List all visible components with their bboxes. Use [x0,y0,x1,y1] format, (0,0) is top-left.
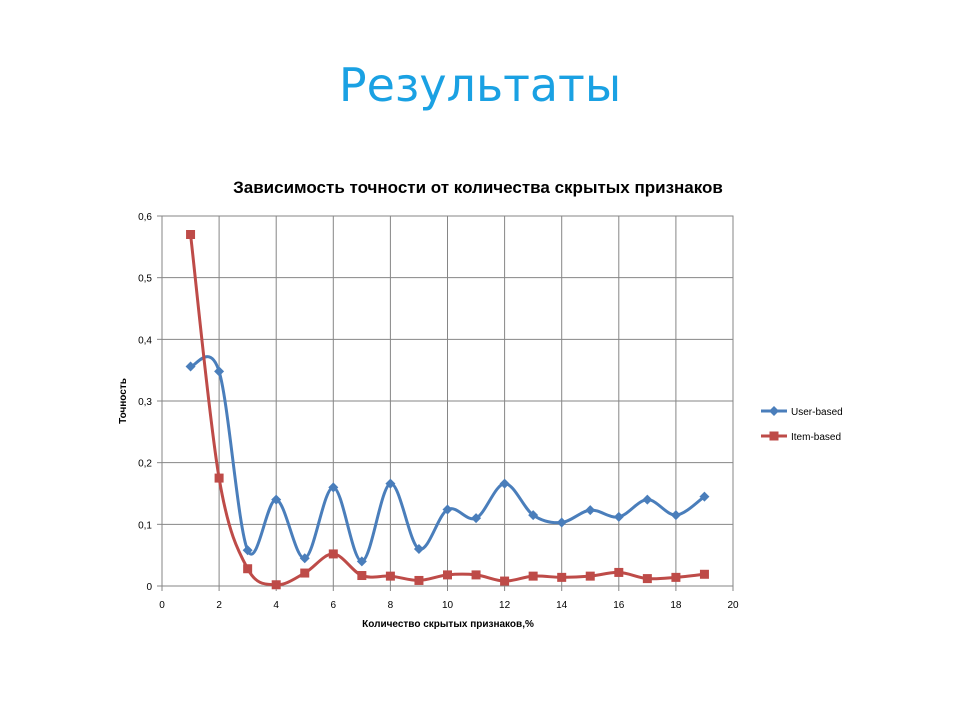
y-tick-label: 0,5 [138,274,152,285]
data-point-user-based [585,505,596,516]
y-tick-label: 0,6 [138,212,152,223]
legend-label: Item-based [791,432,841,443]
data-point-item-based [557,572,567,582]
data-point-user-based [385,478,396,489]
data-point-item-based [500,576,510,586]
data-point-item-based [300,568,310,578]
y-tick-label: 0,4 [138,335,152,346]
series-layer [185,230,710,590]
data-point-user-based [271,494,282,505]
y-tick-label: 0,1 [138,520,152,531]
data-point-item-based [186,230,196,239]
x-tick-label: 14 [556,600,568,611]
grid [157,215,734,591]
data-point-item-based [471,570,481,580]
data-point-user-based [328,482,339,493]
legend-marker [769,406,779,416]
x-tick-label: 8 [388,600,394,611]
legend: User-based Item-based [761,406,843,443]
data-point-item-based [414,575,424,585]
data-point-user-based [642,494,653,505]
data-point-user-based [471,513,482,524]
x-tick-label: 2 [216,600,222,611]
data-point-item-based [699,569,709,579]
data-point-user-based [442,504,453,515]
data-point-user-based [499,478,510,489]
data-point-item-based [642,574,652,584]
data-point-user-based [356,556,367,567]
chart-title: Зависимость точности от количества скрыт… [233,178,723,197]
data-point-user-based [556,517,567,528]
data-point-item-based [443,570,452,580]
x-axis-label: Количество скрытых признаков,% [362,619,534,630]
data-point-item-based [271,580,281,590]
data-point-item-based [528,571,538,581]
x-tick-label: 0 [159,600,165,611]
data-point-item-based [357,571,367,581]
series-user-based [185,355,710,567]
x-tick-label: 18 [670,600,682,611]
data-point-user-based [299,553,310,564]
data-point-user-based [413,544,424,554]
y-tick-label: 0,2 [138,459,152,470]
tick-labels: 0 2 4 6 8 10 12 14 16 18 20 0 0,1 0,2 0,3 0,4 0,5 0,6 [138,212,739,611]
data-point-user-based [185,361,196,372]
y-axis-label: Точность [118,378,129,424]
x-tick-label: 10 [442,600,454,611]
data-point-item-based [585,571,595,581]
data-point-item-based [671,572,681,582]
series-item-based [186,230,709,590]
data-point-item-based [214,473,224,483]
legend-label: User-based [791,407,843,418]
x-tick-label: 4 [273,600,279,611]
data-point-user-based [528,510,539,521]
data-point-item-based [243,564,253,574]
data-point-user-based [214,366,225,377]
data-point-item-based [328,549,338,559]
x-tick-label: 6 [331,600,337,611]
legend-item-user-based: User-based [761,406,843,418]
data-point-item-based [385,571,395,581]
data-point-user-based [670,510,681,521]
x-tick-label: 20 [727,600,739,611]
x-tick-label: 16 [613,600,625,611]
data-point-user-based [242,545,253,556]
legend-marker [769,431,779,441]
legend-item-item-based: Item-based [761,431,841,443]
x-tick-label: 12 [499,600,511,611]
data-point-user-based [613,511,624,522]
y-tick-label: 0,3 [138,397,152,408]
y-tick-label: 0 [146,582,152,593]
data-point-user-based [699,491,710,502]
data-point-item-based [614,567,624,577]
slide-title: Результаты [338,58,622,112]
